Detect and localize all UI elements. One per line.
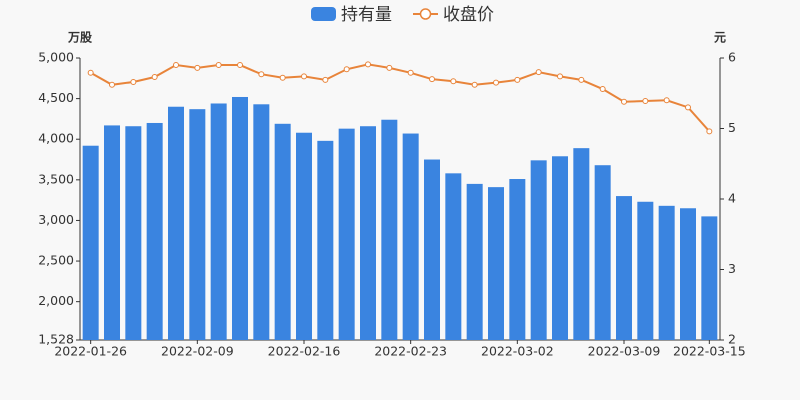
x-tick-label: 2022-03-09 bbox=[588, 344, 661, 359]
bar bbox=[189, 109, 206, 340]
bar bbox=[552, 156, 568, 340]
bar bbox=[509, 179, 526, 340]
line-point bbox=[535, 69, 542, 76]
line-point bbox=[471, 81, 478, 88]
bar bbox=[232, 96, 248, 340]
y-tick-label: 3,500 bbox=[38, 171, 74, 186]
legend-swatch bbox=[419, 8, 432, 20]
x-tick-label: 2022-03-02 bbox=[481, 344, 554, 359]
bar bbox=[125, 126, 142, 341]
bar bbox=[594, 165, 611, 340]
line-point bbox=[386, 64, 393, 71]
bar bbox=[445, 173, 462, 340]
x-tick-label: 2022-02-16 bbox=[268, 344, 341, 359]
line-point bbox=[578, 76, 585, 83]
bar bbox=[104, 125, 120, 340]
line-point bbox=[493, 79, 499, 86]
line-point bbox=[279, 74, 286, 81]
bar bbox=[210, 103, 227, 340]
x-tick-label: 2022-01-26 bbox=[54, 344, 127, 359]
bar bbox=[466, 183, 483, 340]
bar bbox=[573, 148, 590, 340]
line-point bbox=[685, 104, 691, 111]
line-point bbox=[87, 69, 94, 76]
y-tick-label: 2,000 bbox=[38, 293, 74, 308]
bar bbox=[701, 216, 718, 340]
bar bbox=[360, 126, 376, 341]
line-point bbox=[599, 86, 606, 93]
line bbox=[90, 63, 711, 132]
bar bbox=[402, 133, 419, 340]
line-point bbox=[514, 76, 521, 83]
line-point bbox=[365, 61, 371, 68]
x-tick-label: 2022-02-23 bbox=[374, 344, 447, 359]
legend-swatch bbox=[311, 7, 336, 21]
y2-tick-label: 6 bbox=[728, 50, 736, 65]
bar bbox=[658, 205, 675, 340]
legend-label: 收盘价 bbox=[443, 5, 494, 25]
bar bbox=[296, 132, 312, 340]
line-point bbox=[215, 62, 222, 69]
y-tick-label: 4,500 bbox=[38, 90, 74, 105]
bar bbox=[637, 201, 654, 340]
y-tick-label: 5,000 bbox=[38, 50, 74, 65]
y-tick-label: 4,000 bbox=[38, 131, 74, 146]
y2-tick-label: 3 bbox=[728, 261, 736, 276]
y2-tick-label: 5 bbox=[728, 120, 736, 135]
y2-axis-name: 元 bbox=[714, 31, 726, 45]
bar bbox=[488, 187, 504, 340]
line-point bbox=[130, 78, 137, 85]
line-point bbox=[663, 97, 670, 104]
line-point bbox=[621, 98, 627, 105]
bar bbox=[530, 160, 547, 340]
bar bbox=[168, 106, 184, 340]
bar bbox=[317, 140, 334, 340]
x-tick-label: 2022-03-15 bbox=[673, 344, 746, 359]
line-point bbox=[301, 73, 307, 80]
line-point bbox=[450, 78, 457, 85]
line-point bbox=[407, 69, 414, 76]
line-point bbox=[557, 73, 563, 80]
line-point bbox=[322, 76, 329, 83]
y-axis-name: 万股 bbox=[67, 30, 93, 45]
line-point bbox=[109, 81, 115, 88]
y2-tick-label: 2 bbox=[728, 332, 736, 347]
y-tick-label: 3,000 bbox=[38, 212, 74, 227]
x-tick-label: 2022-02-09 bbox=[161, 344, 234, 359]
bar bbox=[381, 119, 398, 340]
bar bbox=[338, 128, 355, 340]
legend-label: 持有量 bbox=[341, 5, 392, 25]
bar bbox=[146, 122, 163, 340]
y2-tick-label: 4 bbox=[728, 191, 736, 206]
bar bbox=[274, 123, 291, 340]
bar bbox=[424, 159, 440, 340]
bar bbox=[680, 208, 696, 340]
line-point bbox=[194, 64, 201, 71]
line-point bbox=[642, 98, 649, 105]
line-point bbox=[343, 66, 350, 73]
y-tick-label: 2,500 bbox=[38, 253, 74, 268]
line-point bbox=[258, 71, 265, 78]
line-point bbox=[429, 76, 435, 83]
bar bbox=[616, 196, 632, 340]
bar bbox=[253, 104, 270, 340]
line-point bbox=[706, 128, 713, 135]
bar bbox=[82, 145, 99, 340]
line-point bbox=[173, 62, 179, 69]
line-point bbox=[151, 74, 158, 81]
y-tick-label: 1,528 bbox=[38, 332, 74, 347]
line-point bbox=[237, 62, 243, 69]
